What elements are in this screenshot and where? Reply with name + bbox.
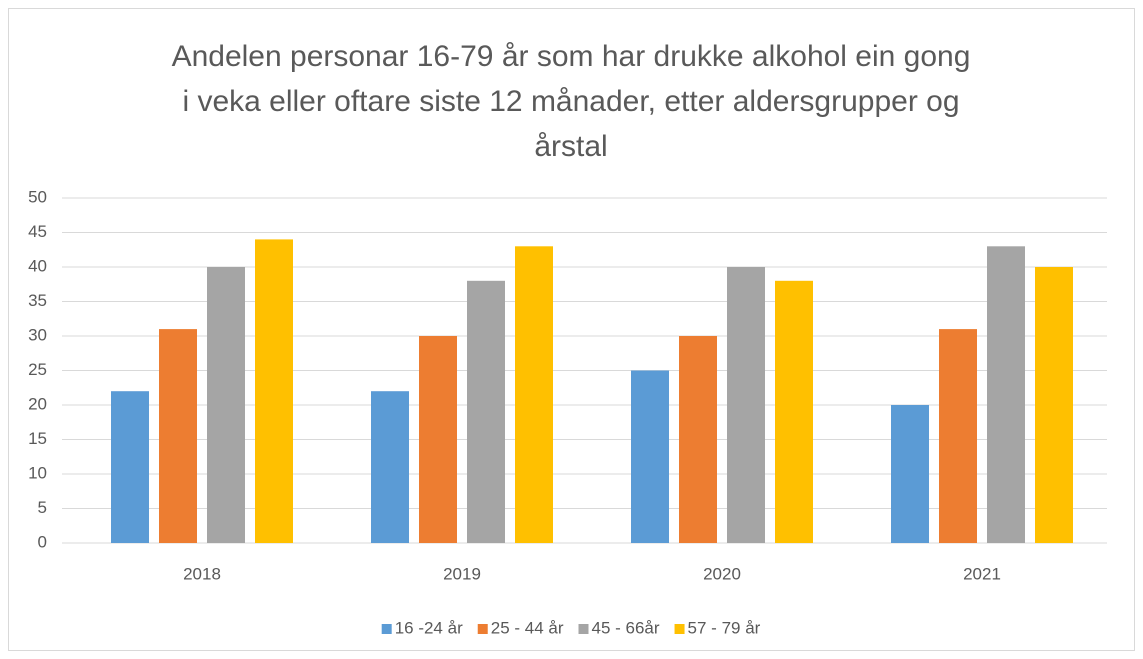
bar [987,246,1025,544]
legend-swatch [578,624,589,634]
bar [111,391,149,543]
y-tick-label: 45 [28,222,47,241]
x-tick-label: 2021 [963,564,1001,583]
legend-swatch [477,624,488,634]
bar [727,267,765,543]
bar [631,370,669,543]
legend-label: 16 -24 år [395,618,463,637]
chart-title: Andelen personar 16-79 år som har drukke… [171,40,971,163]
legend-swatch [381,624,392,634]
bar [775,280,813,543]
x-tick-label: 2020 [703,564,741,583]
y-tick-label: 50 [28,187,47,206]
x-tick-label: 2018 [183,564,221,583]
y-tick-label: 35 [28,291,47,310]
legend-label: 57 - 79 år [688,618,761,637]
bar [419,336,457,543]
y-tick-label: 30 [28,325,47,344]
y-tick-label: 10 [28,463,47,482]
bar [159,329,197,543]
y-tick-label: 20 [28,394,47,413]
legend-label: 25 - 44 år [491,618,564,637]
y-tick-label: 15 [28,429,47,448]
bar [467,280,505,543]
bar [679,336,717,543]
bar [939,329,977,543]
legend-label: 45 - 66år [592,618,660,637]
y-tick-label: 5 [38,498,47,517]
bar [371,391,409,543]
y-tick-label: 40 [28,256,47,275]
x-tick-label: 2019 [443,564,481,583]
y-tick-label: 25 [28,360,47,379]
bar [207,267,245,543]
bar [255,239,293,543]
bar [891,405,929,543]
bar [515,246,553,544]
bar [1035,267,1073,543]
y-tick-label: 0 [38,532,47,551]
legend-swatch [674,624,685,634]
